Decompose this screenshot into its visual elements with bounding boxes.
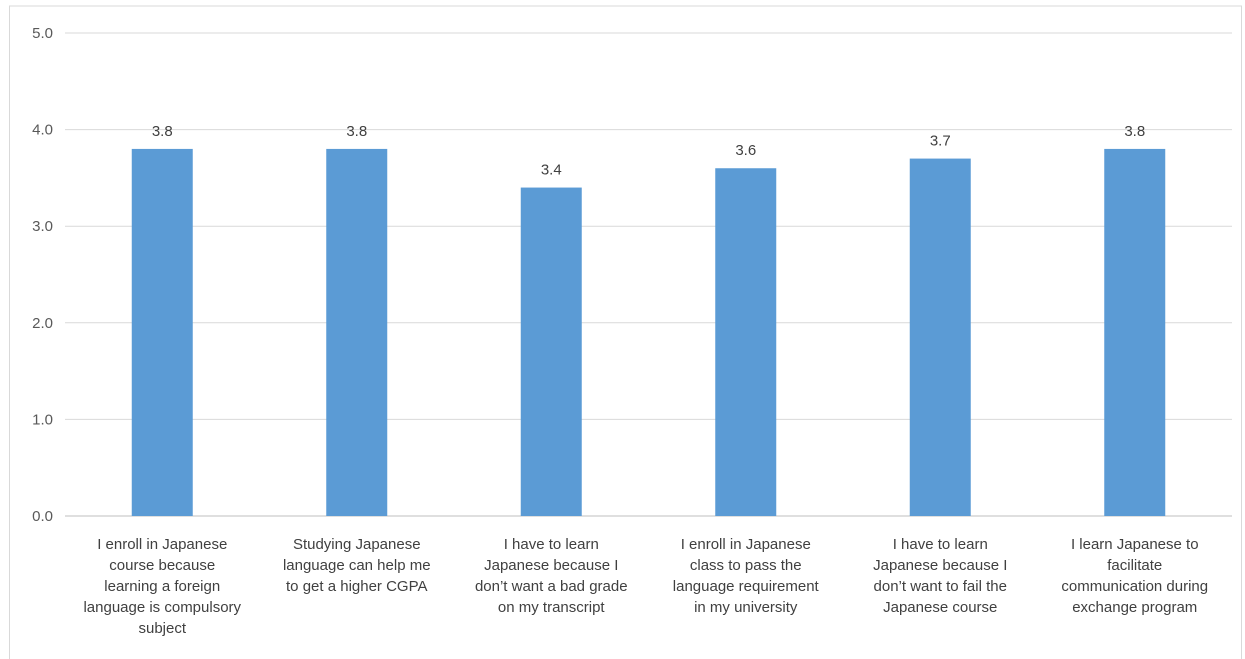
category-label: I learn Japanese to facilitate communicati… bbox=[1061, 536, 1208, 616]
category-label-line: communication during bbox=[1061, 578, 1208, 595]
y-tick-label: 2.0 bbox=[32, 315, 53, 332]
category-label-line: Japanese because I bbox=[484, 557, 618, 574]
category-label-line: I enroll in Japanese bbox=[97, 536, 227, 553]
category-label-line: I have to learn bbox=[504, 536, 599, 553]
category-label: I enroll in Japanese course because learni… bbox=[83, 536, 241, 637]
category-label-line: language is compulsory bbox=[83, 599, 241, 616]
category-label: I enroll in Japanese class to pass the lan… bbox=[673, 536, 820, 616]
y-tick-label: 5.0 bbox=[32, 25, 53, 42]
bar bbox=[131, 148, 193, 517]
category-label-line: don’t want a bad grade bbox=[475, 578, 628, 595]
bar bbox=[909, 158, 971, 516]
category-label-line: in my university bbox=[694, 599, 798, 616]
data-label: 3.8 bbox=[152, 123, 173, 140]
gridlines bbox=[65, 32, 1232, 517]
category-label-line: don’t want to fail the bbox=[874, 578, 1007, 595]
y-tick-label: 3.0 bbox=[32, 218, 53, 235]
data-label: 3.4 bbox=[541, 162, 562, 179]
bar-series bbox=[131, 148, 1166, 517]
data-label: 3.7 bbox=[930, 133, 951, 150]
category-label: Studying Japanese language can help me to … bbox=[283, 536, 431, 595]
category-labels: I enroll in Japanese course because learni… bbox=[83, 536, 1208, 637]
category-label-line: language can help me bbox=[283, 557, 431, 574]
category-label-line: facilitate bbox=[1107, 557, 1162, 574]
data-labels: 3.8 3.8 3.4 3.6 3.7 3.8 bbox=[152, 123, 1145, 179]
y-tick-label: 0.0 bbox=[32, 508, 53, 525]
category-label-line: I enroll in Japanese bbox=[681, 536, 811, 553]
category-label-line: learning a foreign bbox=[104, 578, 220, 595]
y-axis-tick-labels: 0.0 1.0 2.0 3.0 4.0 5.0 bbox=[32, 25, 53, 525]
bar bbox=[520, 187, 582, 516]
category-label-line: language requirement bbox=[673, 578, 820, 595]
category-label-line: Studying Japanese bbox=[293, 536, 421, 553]
bar bbox=[326, 148, 388, 517]
category-label-line: to get a higher CGPA bbox=[286, 578, 427, 595]
category-label: I have to learn Japanese because I don’t w… bbox=[873, 536, 1007, 616]
category-label-line: Japanese because I bbox=[873, 557, 1007, 574]
category-label-line: course because bbox=[109, 557, 215, 574]
chart-frame bbox=[9, 5, 1242, 659]
category-label-line: class to pass the bbox=[690, 557, 802, 574]
data-label: 3.8 bbox=[1124, 123, 1145, 140]
category-label-line: on my transcript bbox=[498, 599, 606, 616]
category-label-line: subject bbox=[138, 620, 186, 637]
y-tick-label: 4.0 bbox=[32, 122, 53, 139]
y-tick-label: 1.0 bbox=[32, 411, 53, 428]
category-label-line: exchange program bbox=[1072, 599, 1197, 616]
bar bbox=[715, 168, 777, 517]
category-label-line: I have to learn bbox=[893, 536, 988, 553]
data-label: 3.6 bbox=[735, 142, 756, 159]
data-label: 3.8 bbox=[346, 123, 367, 140]
category-label-line: I learn Japanese to bbox=[1071, 536, 1199, 553]
category-label-line: Japanese course bbox=[883, 599, 997, 616]
bar bbox=[1104, 148, 1166, 517]
category-label: I have to learn Japanese because I don’t w… bbox=[475, 536, 628, 616]
